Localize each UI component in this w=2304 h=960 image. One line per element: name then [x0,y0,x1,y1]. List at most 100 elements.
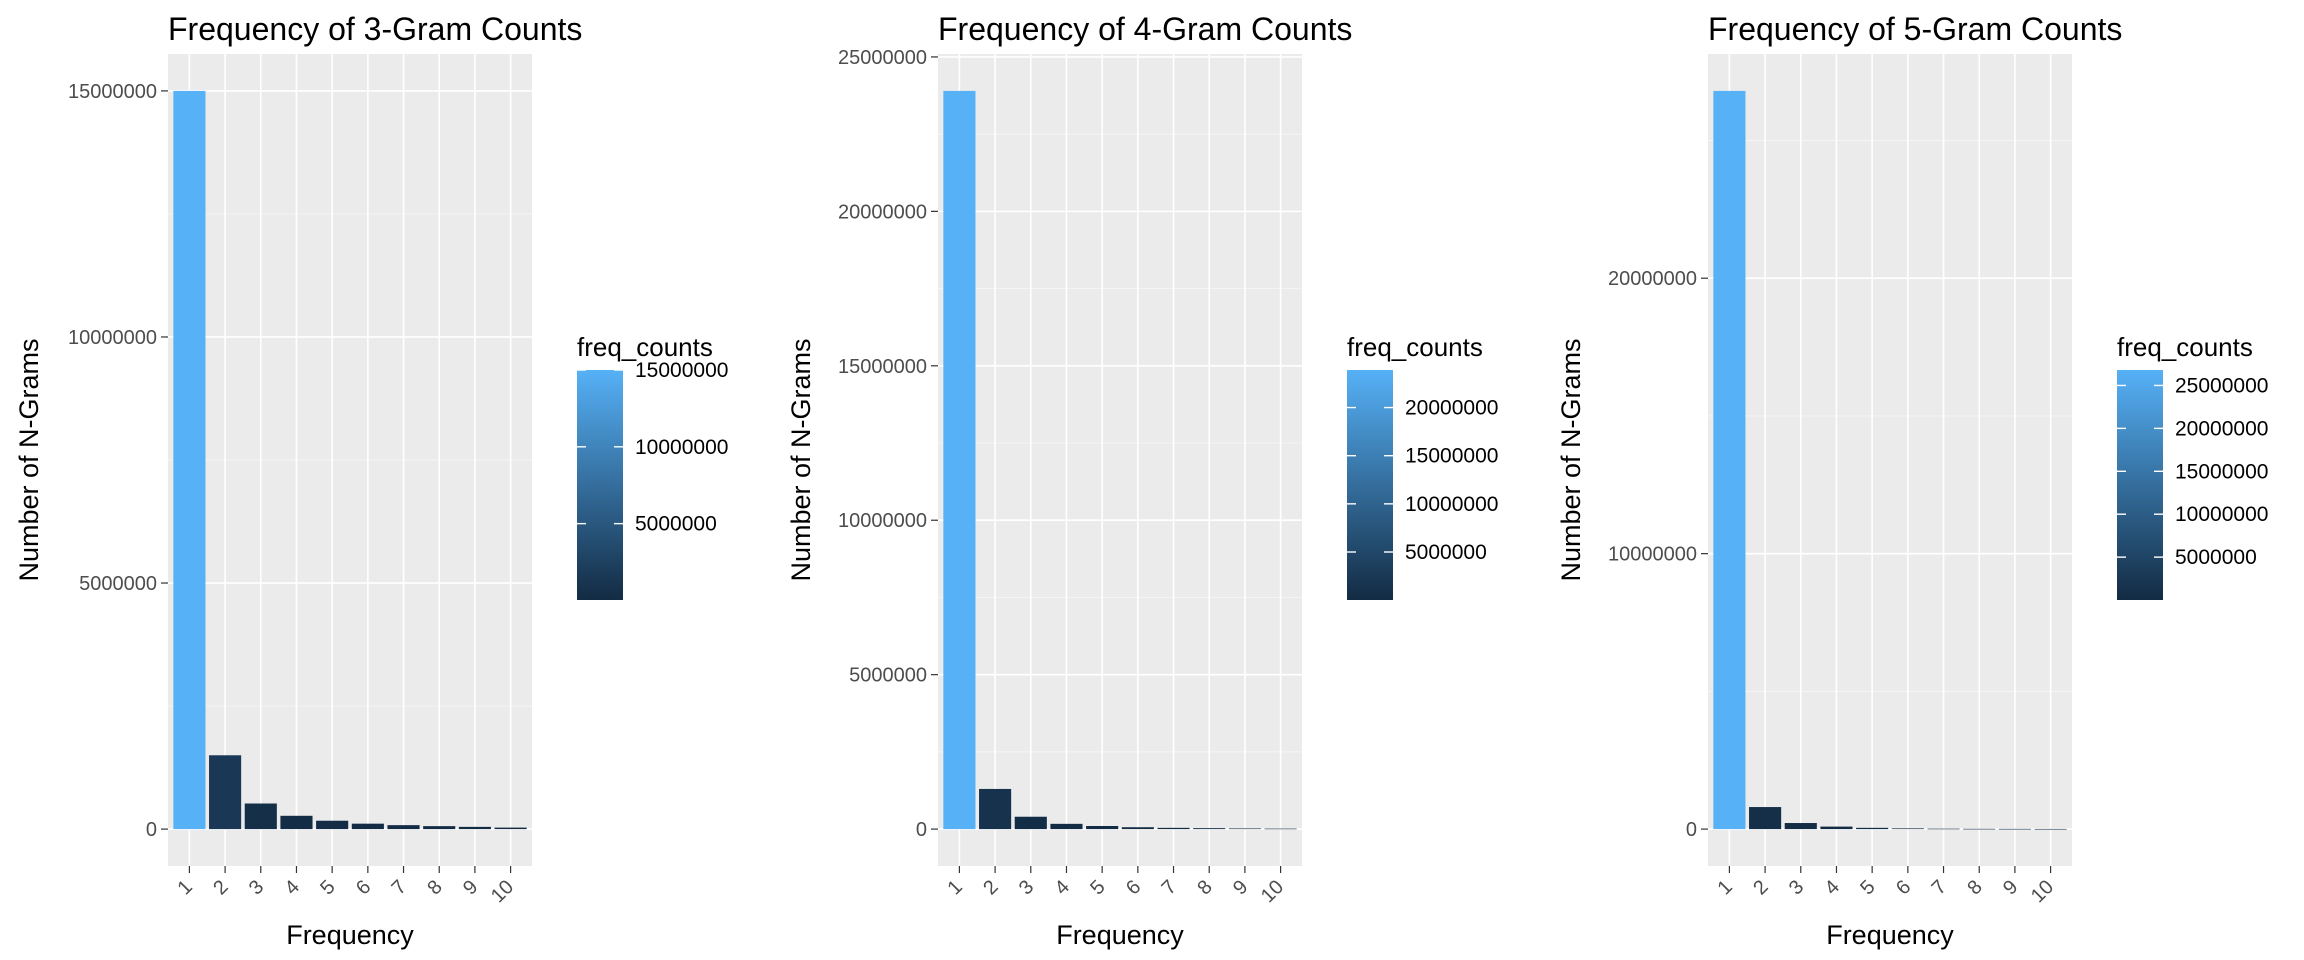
bar-8 [1963,828,1996,830]
bar-6 [1891,828,1924,830]
x-tick-label: 6 [352,876,375,899]
plot-panel [1708,54,2072,866]
x-tick-label: 10 [487,876,518,907]
colorbar-label: 5000000 [2175,546,2257,569]
bar-5 [1086,826,1119,830]
bar-3 [244,803,277,830]
bar-10 [2034,828,2067,830]
y-tick-label: 0 [146,819,157,841]
bar-4 [1820,826,1853,830]
y-tick-label: 10000000 [1608,544,1697,566]
y-tick-label: 5000000 [849,665,927,687]
y-tick-label: 15000000 [838,356,927,378]
y-axis-title: Number of N-Grams [786,338,816,581]
x-tick-label: 2 [209,876,232,899]
legend-title: freq_counts [2117,332,2253,362]
x-tick-label: 7 [1928,876,1951,899]
bar-3 [1014,816,1047,830]
y-tick-label: 5000000 [79,573,157,595]
y-axis-title: Number of N-Grams [1556,338,1586,581]
x-tick-label: 7 [1158,876,1181,899]
x-tick-label: 2 [1749,876,1772,899]
legend-title: freq_counts [1347,332,1483,362]
bar-8 [423,826,456,830]
plot-panel [938,54,1302,866]
bar-6 [1121,827,1154,830]
x-tick-label: 6 [1122,876,1145,899]
colorbar-label: 5000000 [1405,541,1487,564]
x-tick-label: 3 [245,876,268,899]
bar-1 [943,90,976,830]
bar-9 [458,826,491,830]
y-tick-label: 10000000 [68,327,157,349]
x-tick-label: 6 [1892,876,1915,899]
x-tick-label: 9 [1229,876,1252,899]
y-tick-label: 10000000 [838,510,927,532]
bar-6 [351,823,384,830]
colorbar-label: 15000000 [2175,460,2268,483]
bar-2 [1749,807,1782,830]
bar-1 [1713,90,1746,830]
colorbar-label: 10000000 [635,436,728,459]
bar-1 [173,90,206,830]
x-tick-label: 5 [316,876,339,899]
bar-8 [1193,828,1226,830]
legend: freq_counts 5000000 10000000 15000000 200000… [2117,332,2268,600]
x-axis-title: Frequency [1056,920,1184,950]
bar-9 [1228,828,1261,830]
bar-5 [316,820,349,830]
x-tick-label: 1 [174,876,197,899]
x-tick-label: 3 [1785,876,1808,899]
y-tick-label: 15000000 [68,81,157,103]
colorbar [577,370,623,600]
x-tick-label: 4 [1821,876,1844,899]
bar-7 [387,825,420,830]
x-tick-label: 4 [281,876,304,899]
legend-title: freq_counts [577,332,713,362]
x-tick-label: 8 [1193,876,1216,899]
chart-title: Frequency of 4-Gram Counts [938,11,1352,47]
y-tick-label: 20000000 [838,201,927,223]
x-axis-title: Frequency [286,920,414,950]
chart-panel-2: 0500000010000000150000002000000025000000… [786,11,1498,950]
bar-2 [979,788,1012,830]
bar-9 [1998,828,2031,830]
y-tick-label: 20000000 [1608,268,1697,290]
bar-7 [1927,828,1960,830]
chart-panel-1: 0 5000000 10000000 15000000 1 2 3 4 5 6 7 8 9 10 Frequ… [14,11,728,950]
bar-3 [1784,823,1817,830]
x-tick-label: 9 [459,876,482,899]
x-tick-label: 8 [1963,876,1986,899]
x-tick-label: 9 [1999,876,2022,899]
x-tick-label: 5 [1086,876,1109,899]
bar-5 [1856,827,1889,830]
y-tick-label: 0 [1686,819,1697,841]
colorbar-label: 15000000 [1405,445,1498,468]
x-tick-label: 8 [423,876,446,899]
colorbar [1347,370,1393,600]
y-tick-label: 0 [916,819,927,841]
chart-panel-3: 0 10000000 20000000 1 2 3 4 5 6 7 8 9 10 Frequency of… [1556,11,2268,950]
colorbar-label: 15000000 [635,359,728,382]
chart-title: Frequency of 3-Gram Counts [168,11,582,47]
bar-10 [1264,828,1297,830]
colorbar-label: 10000000 [1405,493,1498,516]
x-axis-title: Frequency [1826,920,1954,950]
bar-4 [280,815,313,830]
y-axis-title: Number of N-Grams [14,338,44,581]
legend: freq_counts 5000000 10000000 15000000 [577,332,728,600]
x-tick-label: 2 [979,876,1002,899]
colorbar-label: 25000000 [2175,374,2268,397]
x-tick-label: 10 [1257,876,1288,907]
x-tick-label: 5 [1856,876,1879,899]
y-tick-label: 25000000 [838,47,927,69]
legend: freq_counts 5000000 10000000 15000000 200000… [1347,332,1498,600]
bar-2 [209,755,242,830]
x-tick-label: 3 [1015,876,1038,899]
bar-10 [494,827,527,830]
x-tick-label: 4 [1051,876,1074,899]
colorbar-label: 20000000 [2175,417,2268,440]
colorbar [2117,370,2163,600]
x-tick-label: 7 [388,876,411,899]
x-tick-label: 1 [1714,876,1737,899]
